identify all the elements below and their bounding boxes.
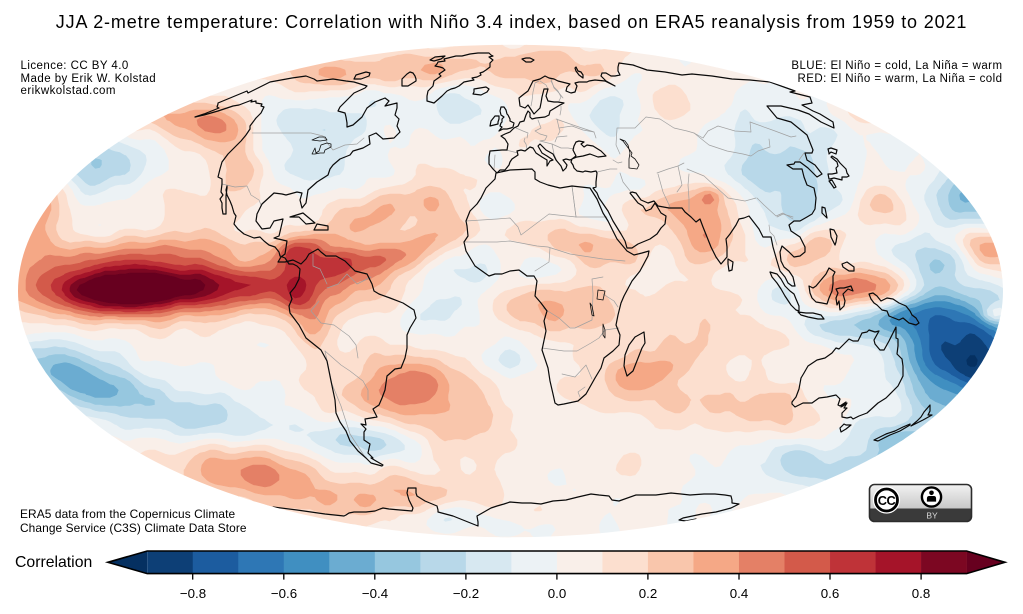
- svg-text:CC: CC: [878, 493, 896, 508]
- svg-text:BY: BY: [926, 511, 938, 521]
